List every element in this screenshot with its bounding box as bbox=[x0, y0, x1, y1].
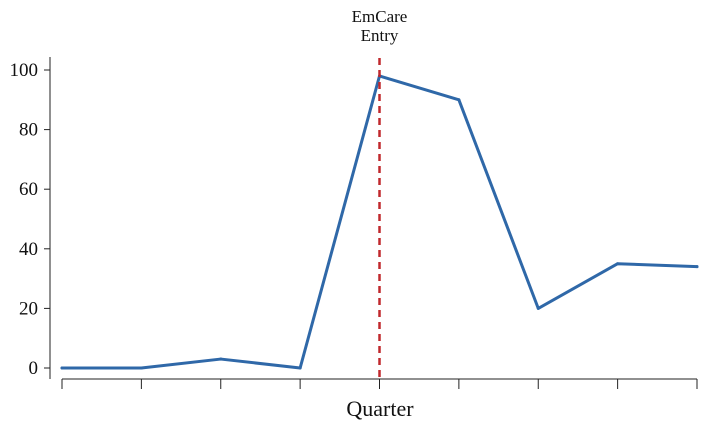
y-axis: 0 20 40 60 80 100 bbox=[10, 57, 51, 379]
y-tick-label: 20 bbox=[19, 298, 38, 319]
y-tick-label: 100 bbox=[10, 60, 39, 81]
annotation-label: Entry bbox=[361, 26, 399, 45]
x-axis-title: Quarter bbox=[346, 396, 414, 421]
y-tick-label: 60 bbox=[19, 179, 38, 200]
data-point bbox=[60, 366, 64, 370]
y-tick-label: 80 bbox=[19, 120, 38, 141]
data-point bbox=[219, 357, 223, 361]
data-point bbox=[298, 366, 302, 370]
y-tick-label: 0 bbox=[29, 358, 39, 379]
annotation-label: EmCare bbox=[352, 7, 408, 26]
data-point bbox=[139, 366, 143, 370]
data-point bbox=[616, 262, 620, 266]
data-point bbox=[536, 306, 540, 310]
data-point bbox=[695, 265, 699, 269]
data-point bbox=[457, 98, 461, 102]
y-tick-label: 40 bbox=[19, 239, 38, 260]
x-axis bbox=[61, 378, 698, 389]
